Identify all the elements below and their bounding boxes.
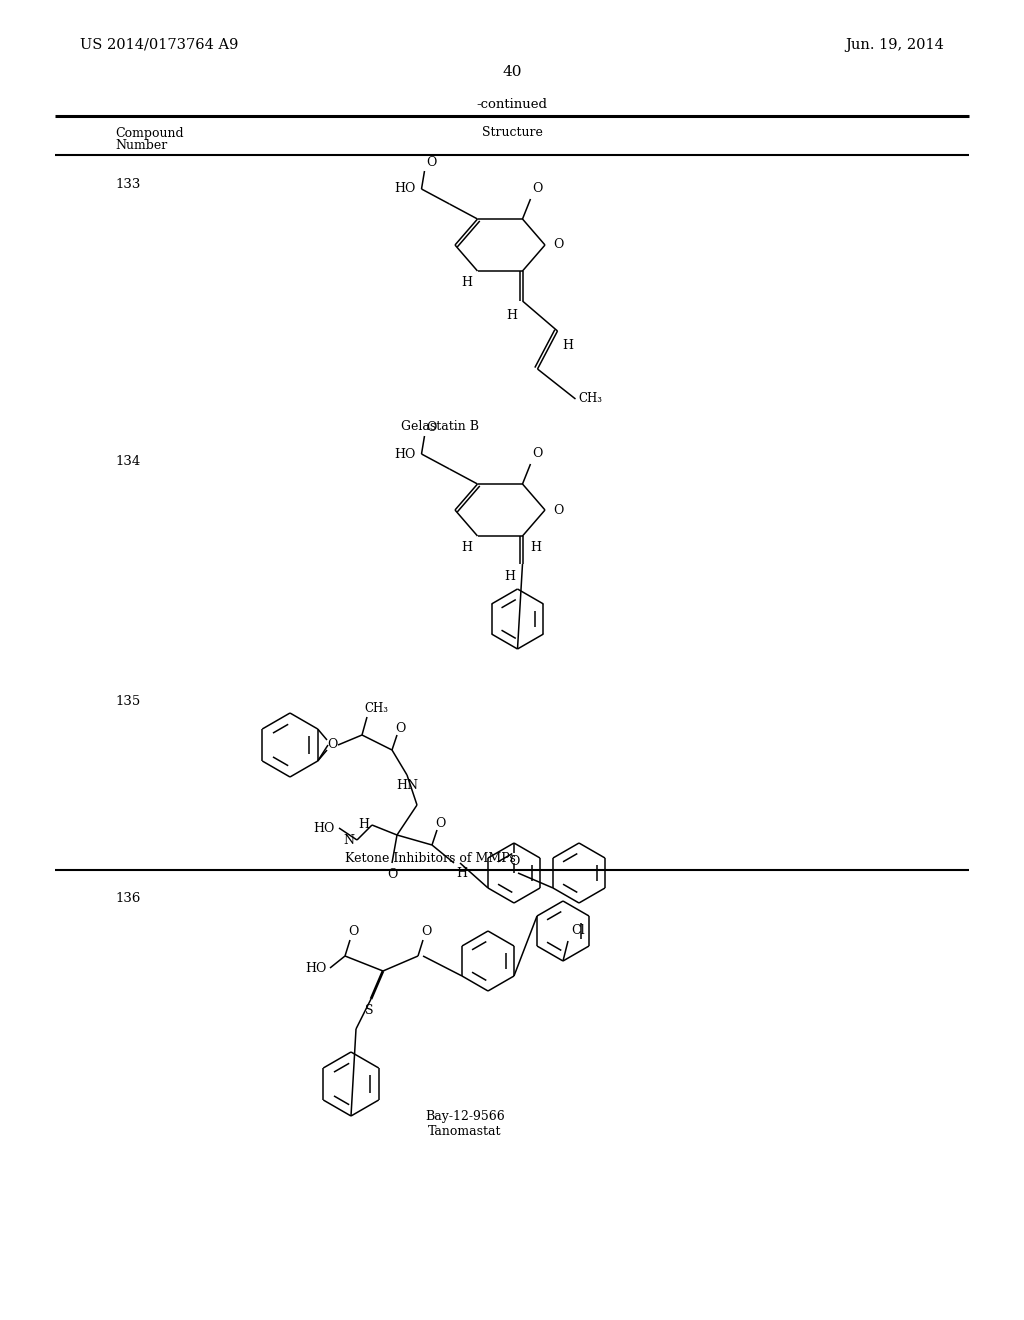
Text: H: H: [530, 541, 542, 554]
Text: Bay-12-9566: Bay-12-9566: [425, 1110, 505, 1123]
Text: O: O: [553, 239, 563, 252]
Text: HO: HO: [313, 821, 335, 834]
Text: H: H: [505, 570, 515, 583]
Text: 136: 136: [115, 892, 140, 906]
Text: H: H: [462, 276, 472, 289]
Text: Cl: Cl: [571, 924, 585, 937]
Text: Jun. 19, 2014: Jun. 19, 2014: [845, 38, 944, 51]
Text: O: O: [348, 925, 358, 939]
Text: US 2014/0173764 A9: US 2014/0173764 A9: [80, 38, 239, 51]
Text: O: O: [395, 722, 406, 735]
Text: O: O: [532, 182, 543, 195]
Text: O: O: [427, 421, 437, 434]
Text: O: O: [435, 817, 445, 830]
Text: Gelastatin B: Gelastatin B: [401, 420, 479, 433]
Text: S: S: [365, 1005, 374, 1016]
Text: 134: 134: [115, 455, 140, 469]
Text: CH₃: CH₃: [364, 702, 388, 715]
Text: O: O: [553, 503, 563, 516]
Text: O: O: [421, 925, 431, 939]
Text: O: O: [327, 738, 337, 751]
Text: -continued: -continued: [476, 99, 548, 111]
Text: 40: 40: [502, 65, 522, 79]
Text: CH₃: CH₃: [579, 392, 602, 405]
Text: Tanomastat: Tanomastat: [428, 1125, 502, 1138]
Text: H: H: [358, 818, 369, 832]
Text: H: H: [456, 867, 467, 880]
Text: O: O: [387, 869, 397, 880]
Text: HO: HO: [305, 961, 327, 974]
Text: HO: HO: [394, 182, 416, 195]
Text: 135: 135: [115, 696, 140, 708]
Text: 133: 133: [115, 178, 140, 191]
Text: HN: HN: [396, 779, 418, 792]
Text: H: H: [562, 339, 573, 352]
Text: O: O: [532, 447, 543, 459]
Text: H: H: [507, 309, 517, 322]
Text: Structure: Structure: [481, 125, 543, 139]
Text: H: H: [462, 541, 472, 554]
Text: O: O: [509, 855, 519, 869]
Text: N: N: [343, 833, 354, 846]
Text: Number: Number: [115, 139, 167, 152]
Text: Ketone Inhibitors of MMPs: Ketone Inhibitors of MMPs: [345, 851, 515, 865]
Text: Compound: Compound: [115, 127, 183, 140]
Text: O: O: [427, 156, 437, 169]
Text: HO: HO: [394, 447, 416, 461]
